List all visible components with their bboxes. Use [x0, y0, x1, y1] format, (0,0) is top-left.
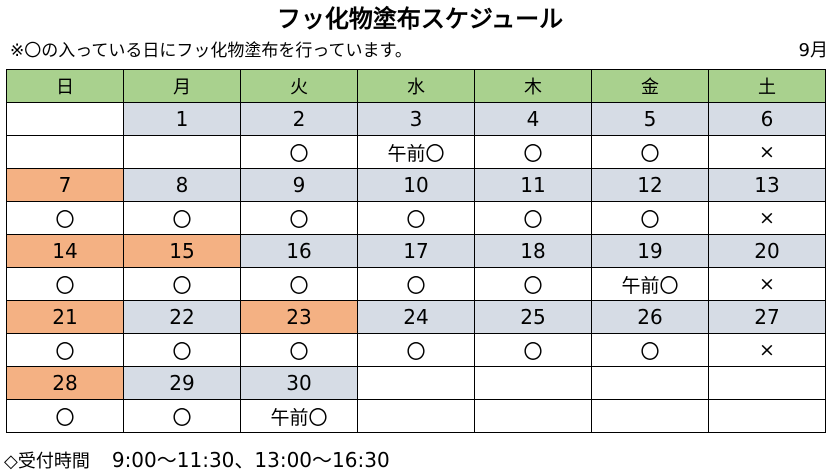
date-cell: 4 — [474, 102, 592, 136]
availability-cell — [123, 135, 241, 169]
date-row: 28 29 30 — [6, 366, 826, 400]
schedule-note: ※〇の入っている日にフッ化物塗布を行っています。 — [10, 41, 412, 61]
availability-cell: 〇 — [357, 267, 475, 301]
date-cell: 15 — [123, 234, 241, 268]
date-cell: 19 — [591, 234, 709, 268]
weekday-wed: 水 — [357, 69, 475, 103]
date-cell — [591, 366, 709, 400]
availability-cell: 〇 — [6, 267, 124, 301]
date-cell — [474, 366, 592, 400]
weekday-mon: 月 — [123, 69, 241, 103]
date-cell: 1 — [123, 102, 241, 136]
date-row: 7 8 9 10 11 12 13 — [6, 168, 826, 202]
availability-cell: × — [708, 135, 826, 169]
schedule-calendar: 日 月 火 水 木 金 土 1 2 3 4 5 6 〇午前〇〇〇 × 7 8 9 10 11 12 13 〇〇… — [6, 69, 826, 433]
date-cell: 26 — [591, 300, 709, 334]
availability-cell: 〇 — [474, 135, 592, 169]
page-title: フッ化物塗布スケジュール — [276, 5, 564, 33]
availability-cell: × — [708, 267, 826, 301]
weekday-fri: 金 — [591, 69, 709, 103]
availability-cell: × — [708, 201, 826, 235]
date-cell: 11 — [474, 168, 592, 202]
weekday-sat: 土 — [708, 69, 826, 103]
date-cell: 20 — [708, 234, 826, 268]
date-cell — [6, 102, 124, 136]
date-cell: 29 — [123, 366, 241, 400]
date-cell: 13 — [708, 168, 826, 202]
availability-cell: 〇 — [240, 267, 358, 301]
availability-cell: 〇 — [6, 201, 124, 235]
availability-cell: 〇 — [591, 333, 709, 367]
date-cell: 14 — [6, 234, 124, 268]
availability-cell: 〇 — [357, 333, 475, 367]
availability-cell: 〇 — [240, 201, 358, 235]
weekday-sun: 日 — [6, 69, 124, 103]
availability-cell — [357, 399, 475, 433]
availability-row: 〇〇〇〇〇〇 × — [6, 201, 826, 235]
availability-cell — [591, 399, 709, 433]
availability-row: 〇〇〇〇〇〇 × — [6, 333, 826, 367]
availability-cell: 〇 — [240, 333, 358, 367]
month-label: 9月 — [798, 40, 828, 61]
date-cell: 10 — [357, 168, 475, 202]
reception-hours-label: ◇受付時間 — [4, 451, 90, 472]
availability-cell: 〇 — [6, 399, 124, 433]
availability-cell: 〇 — [240, 135, 358, 169]
date-cell: 5 — [591, 102, 709, 136]
date-cell: 17 — [357, 234, 475, 268]
availability-cell — [6, 135, 124, 169]
availability-cell — [708, 399, 826, 433]
date-cell: 30 — [240, 366, 358, 400]
availability-row: 〇〇〇〇〇午前〇 × — [6, 267, 826, 301]
date-cell: 25 — [474, 300, 592, 334]
date-row: 14 15 16 17 18 19 20 — [6, 234, 826, 268]
date-cell: 21 — [6, 300, 124, 334]
date-cell: 16 — [240, 234, 358, 268]
availability-cell: 〇 — [474, 201, 592, 235]
availability-cell: 〇 — [474, 267, 592, 301]
availability-cell: 〇 — [123, 333, 241, 367]
date-cell: 2 — [240, 102, 358, 136]
weekday-tue: 火 — [240, 69, 358, 103]
availability-cell: × — [708, 333, 826, 367]
date-cell: 24 — [357, 300, 475, 334]
date-cell: 9 — [240, 168, 358, 202]
date-cell: 12 — [591, 168, 709, 202]
reception-hours: ◇受付時間 9:00～11:30、13:00～16:30 — [4, 447, 390, 473]
weekday-thu: 木 — [474, 69, 592, 103]
availability-cell: 午前〇 — [591, 267, 709, 301]
date-cell — [357, 366, 475, 400]
weekday-header-row: 日 月 火 水 木 金 土 — [6, 69, 826, 103]
availability-cell: 午前〇 — [357, 135, 475, 169]
date-cell: 23 — [240, 300, 358, 334]
date-cell: 6 — [708, 102, 826, 136]
date-row: 21 22 23 24 25 26 27 — [6, 300, 826, 334]
availability-cell: 〇 — [591, 135, 709, 169]
availability-cell: 〇 — [357, 201, 475, 235]
date-cell: 3 — [357, 102, 475, 136]
availability-cell: 午前〇 — [240, 399, 358, 433]
availability-cell — [474, 399, 592, 433]
availability-cell: 〇 — [123, 267, 241, 301]
date-cell: 27 — [708, 300, 826, 334]
availability-row: 〇午前〇〇〇 × — [6, 135, 826, 169]
date-cell: 18 — [474, 234, 592, 268]
availability-cell: 〇 — [123, 201, 241, 235]
date-cell: 28 — [6, 366, 124, 400]
availability-cell: 〇 — [6, 333, 124, 367]
reception-hours-value: 9:00～11:30、13:00～16:30 — [111, 448, 390, 472]
availability-row: 〇〇午前〇 — [6, 399, 826, 433]
availability-cell: 〇 — [474, 333, 592, 367]
date-cell: 7 — [6, 168, 124, 202]
date-cell: 22 — [123, 300, 241, 334]
availability-cell: 〇 — [591, 201, 709, 235]
date-cell: 8 — [123, 168, 241, 202]
date-cell — [708, 366, 826, 400]
availability-cell: 〇 — [123, 399, 241, 433]
